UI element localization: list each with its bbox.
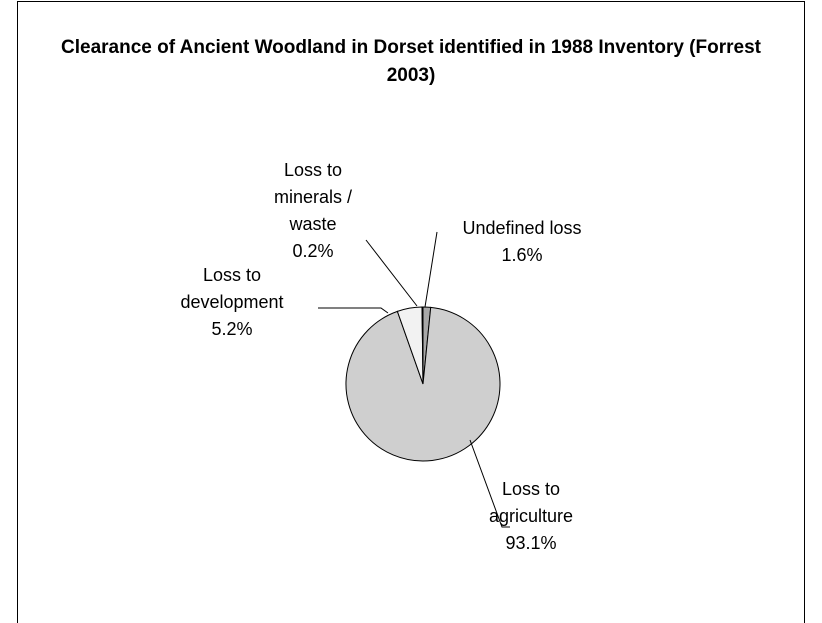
leader-lines: [318, 231, 510, 528]
value-label: 5.2%: [211, 319, 253, 339]
value-label: 0.2%: [292, 241, 334, 261]
category-label: Loss to minerals / waste: [273, 160, 353, 234]
slice-label: Loss to development 5.2%: [172, 262, 292, 343]
chart-title: Clearance of Ancient Woodland in Dorset …: [61, 37, 761, 86]
category-label: Undefined loss: [462, 218, 582, 238]
pie-slice: [421, 306, 424, 385]
category-label: Loss to development: [180, 265, 284, 312]
value-label: 1.6%: [501, 245, 543, 265]
category-label: Loss to agriculture: [488, 479, 574, 526]
slice-label: Undefined loss 1.6%: [422, 215, 622, 269]
leader-line: [365, 239, 418, 307]
leader-line: [318, 307, 389, 314]
leader-line: [424, 231, 438, 308]
slice-label: Loss to agriculture 93.1%: [476, 476, 586, 557]
value-label: 93.1%: [505, 533, 557, 553]
slice-label: Loss to minerals / waste 0.2%: [263, 157, 363, 265]
pie: [345, 306, 501, 462]
leader-line: [469, 439, 510, 528]
pie-slice: [345, 306, 501, 462]
